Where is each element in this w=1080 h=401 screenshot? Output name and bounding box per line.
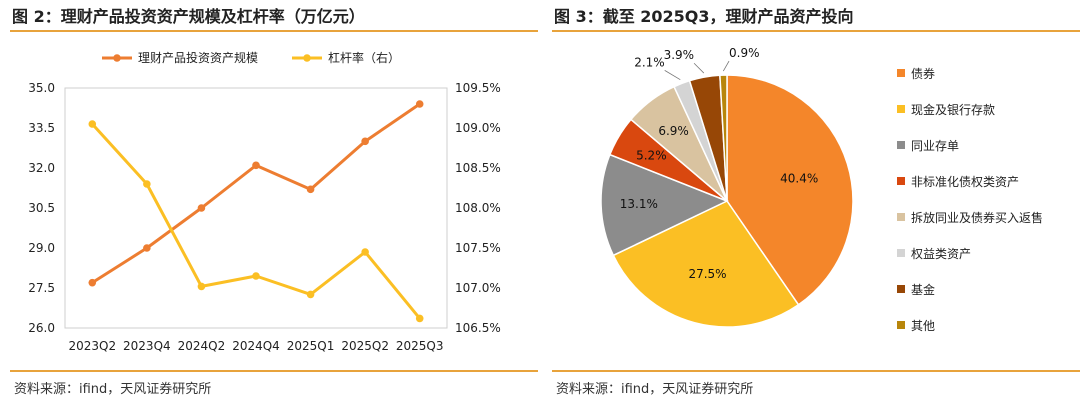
pie-slice-label-6: 3.9%: [664, 48, 695, 62]
x-axis-tick-label: 2025Q2: [341, 339, 389, 353]
pie-leader-line-5: [664, 70, 681, 81]
pie-slice-2: [600, 153, 729, 257]
left-axis-tick-label: 26.0: [28, 321, 55, 335]
series-0-point: [361, 137, 369, 146]
right-axis-tick-label: 107.0%: [455, 281, 501, 295]
pie-slice-label-5: 2.1%: [634, 55, 665, 69]
pie-legend-swatch-4: [897, 213, 905, 221]
pie-legend-label-6: 基金: [911, 282, 935, 297]
pie-slice-7: [719, 74, 728, 202]
pie-slice-label-4: 6.9%: [658, 124, 689, 138]
pie-chart: 40.4% 27.5% 13.1% 5.2% 6.9% 2.1%3.9% 0.9% 债券现金及…: [600, 46, 1043, 333]
plot-area-frame: [64, 87, 448, 329]
left-axis-tick-label: 29.0: [28, 241, 55, 255]
pie-legend-label-7: 其他: [911, 319, 935, 333]
series-1-point: [361, 248, 369, 256]
left-axis-tick-label: 27.5: [28, 281, 55, 295]
right-axis-tick-label: 107.5%: [455, 241, 501, 255]
series-1-point: [415, 314, 424, 323]
pie-leader-line-6: [693, 62, 705, 74]
x-axis-tick-label: 2023Q4: [123, 339, 171, 353]
pie-legend-swatch-0: [897, 69, 905, 77]
series-1-point: [306, 290, 315, 299]
series-line-1: [91, 122, 421, 320]
series-1-point: [143, 180, 151, 188]
pie-slice-label-0: 40.4%: [780, 172, 818, 186]
right-axis-tick-label: 108.0%: [455, 201, 501, 215]
left-figure: 图 2：理财产品投资资产规模及杠杆率（万亿元） 35.0 33.5 32.0 30.5…: [10, 0, 538, 401]
series-1-point: [88, 120, 97, 128]
pie-slice-label-7: 0.9%: [729, 46, 760, 60]
pie-legend-label-3: 非标准化债权类资产: [911, 175, 1019, 189]
pie-legend-swatch-2: [897, 141, 905, 149]
legend-label-0: 理财产品投资资产规模: [138, 50, 258, 65]
series-1-point: [197, 282, 206, 291]
right-axis-tick-label: 108.5%: [455, 161, 501, 175]
series-1-point: [252, 272, 260, 280]
pie-leader-line-7: [722, 60, 730, 72]
right-axis-tick-label: 106.5%: [455, 321, 501, 335]
right-axis-tick-label: 109.0%: [455, 121, 501, 135]
left-axis-tick-label: 35.0: [28, 81, 55, 95]
pie-slice-label-2: 13.1%: [620, 197, 658, 211]
left-axis-tick-label: 33.5: [28, 121, 55, 135]
legend-label-1: 杠杆率（右）: [328, 50, 400, 65]
series-0-point: [143, 244, 151, 252]
pie-slice-1: [612, 200, 800, 328]
left-axis-tick-label: 32.0: [28, 161, 55, 175]
series-0-point: [88, 278, 97, 287]
right-figure: 图 3：截至 2025Q3，理财产品资产投向 40.4% 27.5% 13.1% 5.…: [552, 0, 1080, 401]
pie-slice-label-1: 27.5%: [688, 267, 726, 281]
pie-legend-label-0: 债券: [911, 66, 935, 81]
right-figure-source: 资料来源：ifind，天风证券研究所: [552, 370, 1080, 397]
left-axis-tick-label: 30.5: [28, 201, 55, 215]
legend-marker-1: [303, 54, 311, 62]
x-axis-tick-label: 2024Q2: [178, 339, 226, 353]
x-axis-tick-label: 2023Q2: [68, 339, 116, 353]
right-figure-title: 图 3：截至 2025Q3，理财产品资产投向: [552, 6, 1080, 32]
pie-legend-swatch-1: [897, 105, 905, 113]
series-0-point: [306, 185, 315, 194]
series-0-point: [252, 161, 260, 170]
x-axis-tick-label: 2025Q3: [396, 339, 444, 353]
series-0-point: [197, 204, 206, 212]
pie-legend-label-5: 权益类资产: [911, 247, 971, 261]
pie-legend-swatch-5: [897, 249, 905, 257]
pie-legend-label-2: 同业存单: [911, 139, 959, 153]
pie-legend-label-4: 拆放同业及债券买入返售: [911, 210, 1043, 225]
pie-legend-swatch-3: [897, 177, 905, 185]
x-axis-tick-label: 2024Q4: [232, 339, 280, 353]
right-axis-tick-label: 109.5%: [455, 81, 501, 95]
left-figure-title: 图 2：理财产品投资资产规模及杠杆率（万亿元）: [10, 6, 538, 32]
legend-marker-0: [113, 54, 121, 62]
x-axis-tick-label: 2025Q1: [287, 339, 335, 353]
pie-slice-0: [726, 74, 854, 306]
line-chart: 35.0 33.5 32.0 30.5 29.0 27.5 26.0 109.5% 109.0%…: [28, 50, 501, 353]
left-figure-source: 资料来源：ifind，天风证券研究所: [10, 370, 538, 397]
pie-legend-label-1: 现金及银行存款: [911, 102, 995, 117]
pie-legend-swatch-7: [897, 321, 905, 329]
series-line-0: [91, 102, 421, 284]
series-0-point: [415, 100, 424, 108]
pie-slice-label-3: 5.2%: [636, 149, 667, 163]
pie-legend-swatch-6: [897, 285, 905, 293]
